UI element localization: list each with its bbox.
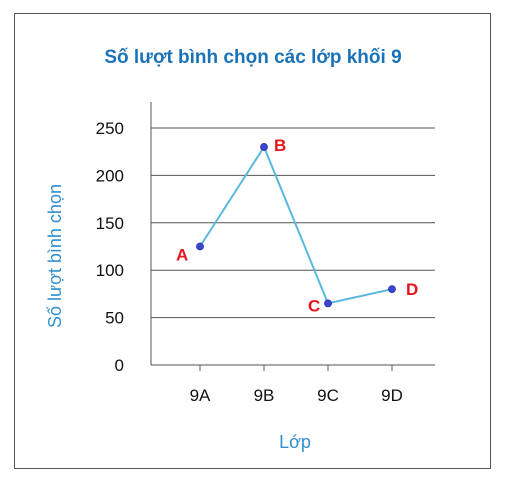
y-tick-label: 0 xyxy=(115,356,124,375)
x-tick-labels: 9A 9B 9C 9D xyxy=(190,365,403,405)
line-chart: Số lượt bình chọn các lớp khối 9 0 50 100 1… xyxy=(45,47,435,452)
data-point xyxy=(260,143,268,151)
chart-title: Số lượt bình chọn các lớp khối 9 xyxy=(104,47,401,68)
point-label: B xyxy=(274,136,286,155)
gridlines xyxy=(150,102,435,366)
point-label: D xyxy=(406,280,418,299)
data-point xyxy=(388,285,396,294)
x-tick-label: 9C xyxy=(317,386,339,405)
point-label: C xyxy=(308,296,320,315)
y-tick-label: 250 xyxy=(96,119,124,138)
y-tick-label: 50 xyxy=(105,309,124,328)
x-tick-label: 9D xyxy=(381,386,403,405)
data-point xyxy=(196,242,204,251)
series-line: A B C D xyxy=(176,136,418,315)
chart-frame: Số lượt bình chọn các lớp khối 9 0 50 100 1… xyxy=(14,13,491,469)
y-axis-label: Số lượt bình chọn xyxy=(45,184,65,328)
y-tick-label: 150 xyxy=(96,214,124,233)
y-tick-labels: 0 50 100 150 200 250 xyxy=(96,119,124,375)
x-tick-label: 9B xyxy=(254,386,275,405)
x-tick-label: 9A xyxy=(190,386,211,405)
point-label: A xyxy=(176,246,188,265)
data-point xyxy=(324,299,332,308)
y-tick-label: 200 xyxy=(96,166,124,185)
series-polyline xyxy=(199,144,393,305)
y-tick-label: 100 xyxy=(96,261,124,280)
x-axis-label: Lớp xyxy=(279,432,311,452)
